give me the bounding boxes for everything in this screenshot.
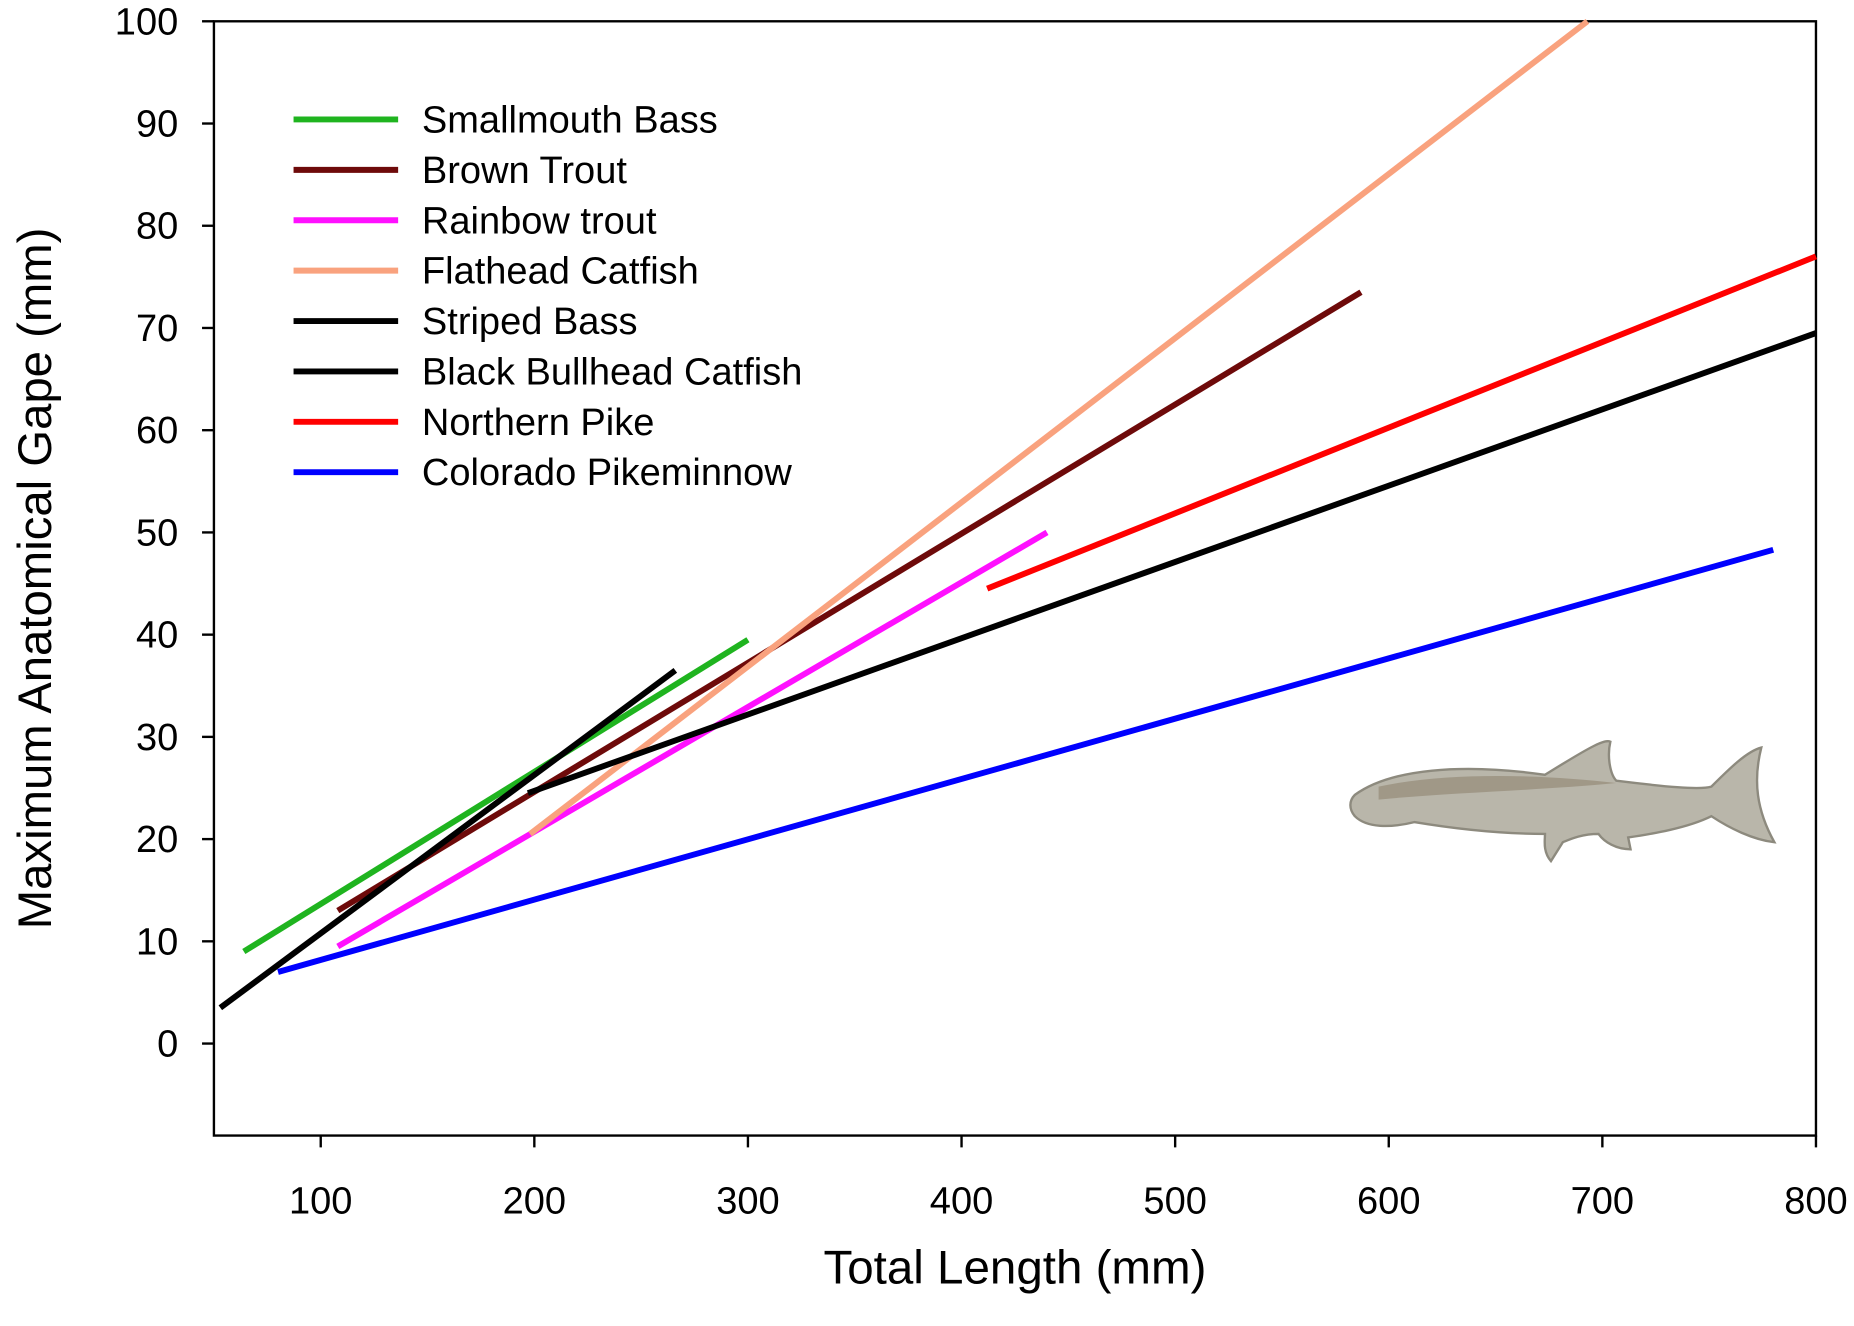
y-tick-label: 70 (136, 308, 178, 350)
series-line (277, 546, 1775, 975)
fish-illustration (1349, 740, 1777, 864)
x-axis-title: Total Length (mm) (823, 1242, 1206, 1295)
series-line (528, 18, 1590, 837)
y-tick-label: 50 (136, 513, 178, 555)
legend-label: Brown Trout (422, 150, 627, 192)
plot-frame (212, 20, 1818, 1137)
legend-label: Smallmouth Bass (422, 100, 718, 142)
y-tick-label: 10 (136, 921, 178, 963)
x-tick-label: 400 (930, 1181, 993, 1223)
fish-body (1349, 740, 1777, 864)
x-tick-label: 700 (1571, 1181, 1634, 1223)
x-tick-label: 500 (1143, 1181, 1206, 1223)
legend-label: Flathead Catfish (422, 251, 699, 293)
legend-label: Rainbow trout (422, 200, 657, 242)
legend-label: Striped Bass (422, 301, 638, 343)
series-line (336, 289, 1363, 914)
series-line (242, 637, 750, 955)
y-tick-label: 40 (136, 615, 178, 657)
x-tick-label: 200 (503, 1181, 566, 1223)
x-tick-label: 100 (289, 1181, 352, 1223)
legend-label: Black Bullhead Catfish (422, 352, 802, 394)
y-axis-title: Maximum Anatomical Gape (mm) (9, 228, 62, 930)
fish-back (1378, 775, 1617, 800)
x-tick-label: 800 (1784, 1181, 1847, 1223)
series-line (526, 330, 1817, 796)
legend-label: Northern Pike (422, 402, 654, 444)
series-line (336, 529, 1049, 949)
y-tick-label: 30 (136, 717, 178, 759)
y-tick-label: 100 (115, 1, 178, 43)
x-tick-label: 300 (716, 1181, 779, 1223)
series-line (986, 253, 1818, 592)
legend-label: Colorado Pikeminnow (422, 452, 792, 494)
x-tick-label: 600 (1357, 1181, 1420, 1223)
series-line (218, 668, 678, 1011)
y-tick-label: 60 (136, 410, 178, 452)
y-tick-label: 0 (157, 1024, 178, 1066)
y-tick-label: 80 (136, 206, 178, 248)
y-tick-label: 90 (136, 104, 178, 146)
y-tick-label: 20 (136, 819, 178, 861)
